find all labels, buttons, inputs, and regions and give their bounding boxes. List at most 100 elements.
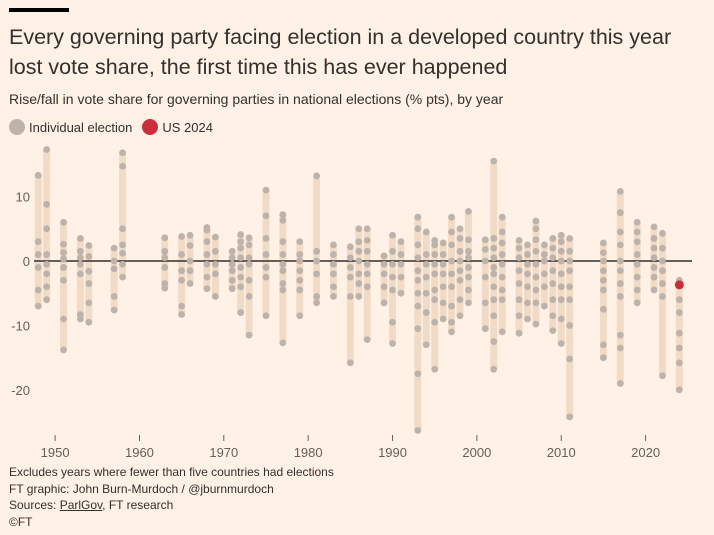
point-2019-0 bbox=[633, 218, 641, 226]
point-1973-4 bbox=[245, 276, 253, 284]
point-2002-1 bbox=[490, 235, 498, 242]
point-1995-8 bbox=[431, 365, 439, 373]
point-2021-5 bbox=[650, 273, 658, 281]
point-1985-3 bbox=[346, 273, 354, 281]
point-2010-6 bbox=[557, 296, 565, 304]
point-1993-5 bbox=[414, 276, 422, 284]
point-1999-2 bbox=[465, 247, 472, 255]
range-bar-1981 bbox=[313, 175, 321, 303]
point-1985-4 bbox=[346, 293, 354, 300]
point-1951-0 bbox=[60, 218, 67, 226]
point-1981-1 bbox=[313, 247, 321, 255]
point-1986-1 bbox=[355, 238, 363, 246]
legend-swatch-us2024 bbox=[142, 119, 159, 135]
point-2008-1 bbox=[540, 251, 548, 258]
point-1979-6 bbox=[296, 312, 304, 320]
point-2011-6 bbox=[566, 322, 574, 329]
point-1979-5 bbox=[296, 286, 304, 294]
footer-sources-prefix: Sources: bbox=[9, 498, 60, 512]
range-bar-1989 bbox=[380, 255, 388, 303]
point-1951-6 bbox=[60, 315, 67, 323]
point-1954-3 bbox=[85, 280, 93, 287]
point-1965-2 bbox=[178, 267, 186, 275]
point-1949-5 bbox=[43, 270, 51, 278]
legend-label-us2024: US 2024 bbox=[162, 119, 213, 135]
point-1958-5 bbox=[119, 260, 126, 268]
point-1998-5 bbox=[456, 276, 464, 284]
point-2002-2 bbox=[490, 244, 498, 252]
point-1993-6 bbox=[414, 289, 422, 297]
point-2019-6 bbox=[633, 286, 641, 294]
point-1963-2 bbox=[161, 254, 169, 262]
point-2021-4 bbox=[650, 264, 658, 271]
point-1981-5 bbox=[313, 299, 321, 307]
point-1966-1 bbox=[186, 242, 194, 249]
point-1975-4 bbox=[262, 264, 270, 271]
point-1995-7 bbox=[431, 318, 439, 326]
point-2011-5 bbox=[566, 296, 574, 304]
point-1948-2 bbox=[34, 251, 42, 258]
point-1972-0 bbox=[237, 231, 245, 238]
point-1997-7 bbox=[448, 318, 455, 326]
legend-swatch-individual bbox=[9, 119, 25, 135]
point-1994-5 bbox=[422, 309, 430, 316]
point-1999-5 bbox=[465, 273, 472, 281]
point-1968-4 bbox=[203, 260, 211, 268]
point-1996-2 bbox=[439, 260, 447, 268]
point-1977-0 bbox=[279, 211, 287, 218]
point-1991-2 bbox=[397, 260, 405, 268]
point-1977-4 bbox=[279, 260, 287, 268]
point-1997-3 bbox=[448, 257, 455, 265]
point-1997-5 bbox=[448, 283, 455, 291]
point-1975-2 bbox=[262, 235, 270, 242]
point-1949-4 bbox=[43, 260, 51, 268]
point-1948-4 bbox=[34, 286, 42, 294]
point-2019-4 bbox=[633, 260, 641, 268]
range-bar-2001 bbox=[481, 239, 489, 329]
point-1958-4 bbox=[119, 249, 126, 257]
point-1983-5 bbox=[330, 293, 337, 300]
point-2001-5 bbox=[481, 325, 489, 333]
point-1973-3 bbox=[245, 260, 253, 268]
point-2021-2 bbox=[650, 244, 658, 252]
point-2005-4 bbox=[515, 280, 523, 287]
point-2015-4 bbox=[600, 276, 607, 284]
range-bar-1993 bbox=[414, 217, 422, 431]
point-1975-5 bbox=[262, 273, 270, 281]
point-2003-6 bbox=[498, 286, 506, 294]
point-1993-3 bbox=[414, 254, 422, 262]
point-2008-5 bbox=[540, 302, 548, 310]
point-1981-0 bbox=[313, 172, 321, 180]
point-2003-3 bbox=[498, 251, 506, 258]
point-2003-0 bbox=[498, 213, 506, 221]
chart-subtitle: Rise/fall in vote share for governing pa… bbox=[9, 91, 504, 107]
point-1973-2 bbox=[245, 254, 253, 262]
point-2017-5 bbox=[616, 267, 624, 275]
point-1986-0 bbox=[355, 225, 363, 233]
point-2015-7 bbox=[600, 341, 607, 349]
range-bar-2007 bbox=[532, 221, 540, 325]
point-2001-1 bbox=[481, 246, 489, 253]
point-2017-9 bbox=[616, 344, 624, 352]
parlgov-link[interactable]: ParlGov bbox=[59, 498, 103, 512]
point-2019-1 bbox=[633, 228, 641, 236]
point-2005-5 bbox=[515, 296, 523, 304]
footer: Excludes years where fewer than five cou… bbox=[9, 464, 334, 530]
legend: Individual election US 2024 bbox=[9, 119, 223, 135]
point-1979-0 bbox=[296, 238, 304, 246]
data-points bbox=[34, 146, 683, 434]
x-tick-label-0: 1950 bbox=[41, 445, 70, 460]
range-bar-1996 bbox=[439, 242, 447, 319]
point-1958-2 bbox=[119, 225, 126, 233]
point-2009-7 bbox=[549, 327, 557, 334]
footer-note: Excludes years where fewer than five cou… bbox=[9, 465, 334, 479]
point-2003-1 bbox=[498, 228, 506, 236]
point-1977-3 bbox=[279, 251, 287, 258]
point-1977-2 bbox=[279, 238, 287, 246]
point-2010-7 bbox=[557, 315, 565, 323]
point-2005-3 bbox=[515, 267, 523, 275]
point-1993-9 bbox=[414, 370, 422, 378]
point-2019-3 bbox=[633, 251, 641, 258]
point-2001-0 bbox=[481, 236, 489, 244]
point-1990-6 bbox=[389, 340, 396, 347]
